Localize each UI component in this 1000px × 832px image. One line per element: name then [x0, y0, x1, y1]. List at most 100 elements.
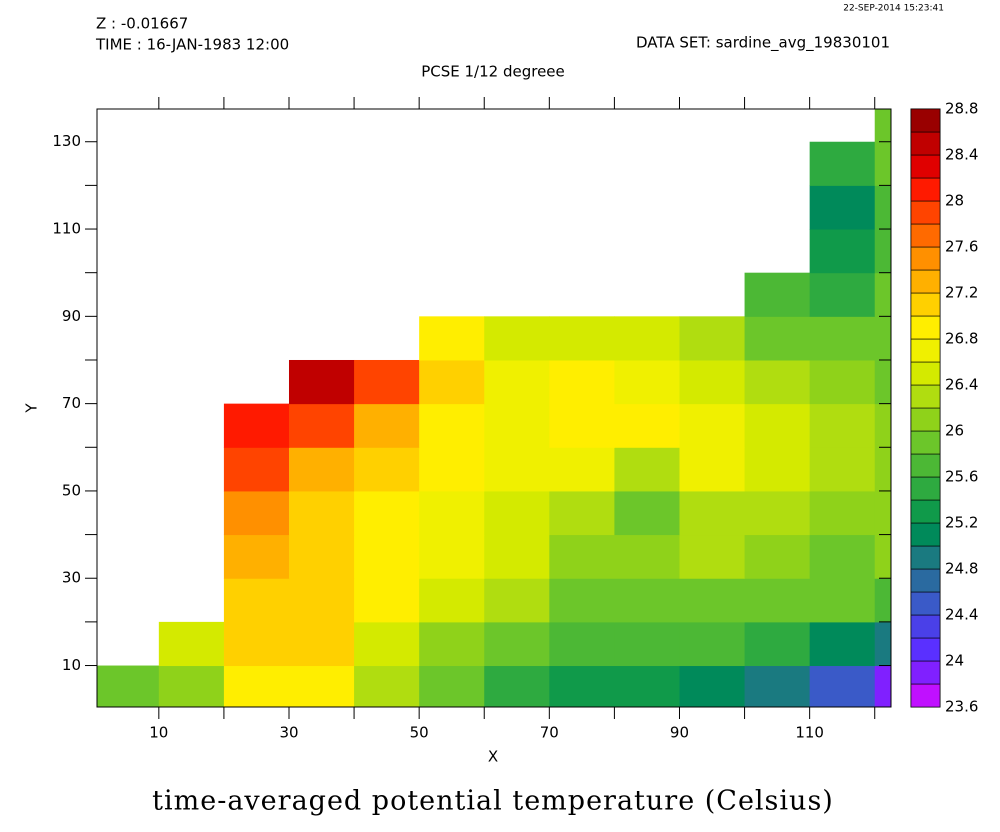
heat-cell — [809, 447, 876, 492]
heat-cell — [874, 316, 891, 361]
heat-cell — [809, 490, 876, 536]
heat-cell — [874, 621, 891, 667]
heat-cell — [874, 229, 891, 274]
heat-cell — [223, 490, 290, 536]
colorbar-box — [910, 522, 941, 547]
heat-cell — [158, 665, 225, 707]
heat-cell — [679, 665, 746, 707]
heat-cell — [614, 447, 680, 492]
y-axis-label: Y — [23, 403, 41, 414]
dataset-label: DATA SET: sardine_avg_19830101 — [636, 34, 890, 53]
colorbar-box — [910, 269, 941, 294]
heat-cell — [874, 359, 891, 405]
heat-cell — [549, 359, 615, 405]
colorbar-label: 28.8 — [945, 100, 978, 118]
heat-cell — [484, 534, 550, 579]
heat-cell — [809, 359, 876, 405]
heat-cell — [288, 403, 355, 448]
heat-cell — [744, 403, 811, 448]
heat-cell — [614, 316, 680, 361]
colorbar-box — [910, 384, 941, 409]
colorbar-box — [910, 568, 941, 593]
heat-cell — [354, 621, 420, 667]
heat-cell — [484, 359, 550, 405]
colorbar-box — [910, 476, 941, 501]
heat-cell — [744, 534, 811, 579]
colorbar-box — [910, 591, 941, 616]
heat-cell — [354, 490, 420, 536]
heat-cell — [484, 403, 550, 448]
heat-cell — [288, 490, 355, 536]
heat-cell — [419, 403, 485, 448]
heat-cell — [223, 665, 290, 707]
heat-cell — [809, 229, 876, 274]
heat-cell — [809, 621, 876, 667]
colorbar-label: 28.4 — [945, 146, 978, 164]
heat-cell — [549, 490, 615, 536]
heat-cell — [874, 534, 891, 579]
heat-cell — [419, 621, 485, 667]
colorbar-box — [910, 683, 941, 708]
x-tick-label: 70 — [540, 724, 559, 742]
heat-cell — [549, 534, 615, 579]
heat-cell — [288, 621, 355, 667]
heat-cell — [549, 447, 615, 492]
x-tick-label: 10 — [149, 724, 168, 742]
colorbar-label: 26.4 — [945, 376, 978, 394]
heat-cell — [874, 109, 891, 143]
colorbar-box — [910, 338, 941, 363]
colorbar-label: 25.2 — [945, 514, 978, 532]
heat-cell — [223, 447, 290, 492]
heat-cell — [874, 447, 891, 492]
colorbar-label: 25.6 — [945, 468, 978, 486]
colorbar-box — [910, 200, 941, 225]
y-tick-label: 130 — [52, 132, 81, 150]
heat-cell — [679, 490, 746, 536]
heat-cell — [679, 578, 746, 623]
colorbar-label: 26.8 — [945, 330, 978, 348]
colorbar-box — [910, 361, 941, 386]
heat-cell — [354, 359, 420, 405]
heat-cell — [484, 621, 550, 667]
colorbar-box — [910, 453, 941, 478]
y-tick-label: 70 — [62, 394, 81, 412]
colorbar-box — [910, 246, 941, 271]
colorbar-box — [910, 614, 941, 639]
heat-cell — [874, 490, 891, 536]
y-tick-label: 30 — [62, 569, 81, 587]
heat-cell — [288, 534, 355, 579]
heat-cell — [223, 578, 290, 623]
x-tick-label: 30 — [279, 724, 298, 742]
heat-cell — [484, 665, 550, 707]
colorbar-box — [910, 154, 941, 179]
x-tick-label: 90 — [670, 724, 689, 742]
heat-cell — [614, 621, 680, 667]
heatmap — [97, 109, 891, 707]
heat-cell — [223, 403, 290, 448]
heat-cell — [614, 490, 680, 536]
heat-cell — [809, 141, 876, 186]
heat-cell — [809, 578, 876, 623]
heat-cell — [354, 447, 420, 492]
heat-cell — [614, 665, 680, 707]
heat-cell — [549, 621, 615, 667]
x-axis-label: X — [488, 748, 498, 766]
y-tick-label: 10 — [62, 656, 81, 674]
heat-cell — [354, 534, 420, 579]
heat-cell — [744, 272, 811, 317]
colorbar-box — [910, 660, 941, 685]
colorbar-box — [910, 292, 941, 317]
heat-cell — [419, 316, 485, 361]
heat-cell — [809, 403, 876, 448]
heat-cell — [744, 316, 811, 361]
colorbar-label: 24 — [945, 652, 964, 670]
heat-cell — [354, 665, 420, 707]
heat-cell — [874, 141, 891, 186]
colorbar-box — [910, 407, 941, 432]
heat-cell — [419, 665, 485, 707]
heat-cell — [744, 447, 811, 492]
heat-cell — [679, 359, 746, 405]
heat-cell — [809, 316, 876, 361]
heat-cell — [809, 665, 876, 707]
heat-cell — [679, 447, 746, 492]
